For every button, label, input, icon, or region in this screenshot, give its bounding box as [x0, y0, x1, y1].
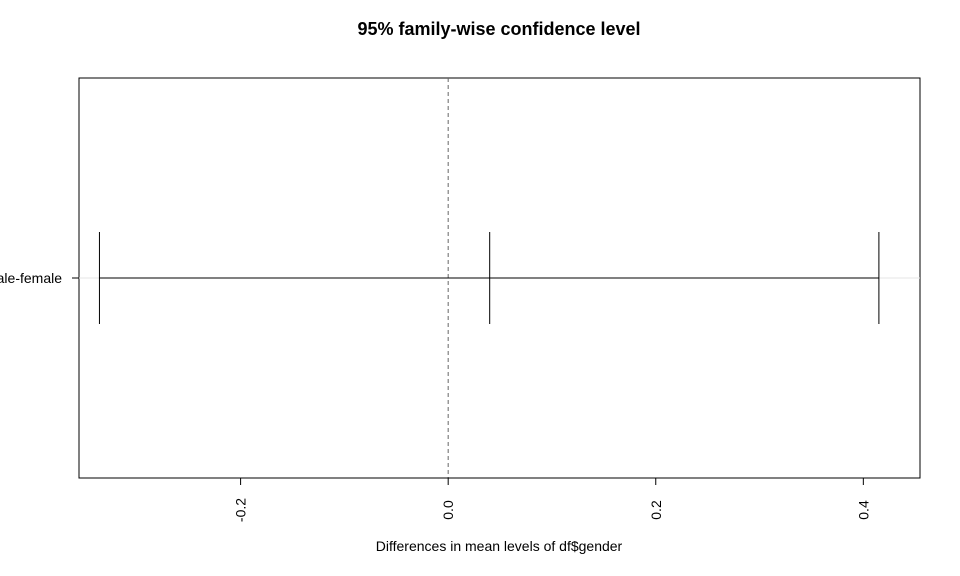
x-axis-label: Differences in mean levels of df$gender [376, 538, 623, 554]
chart-title: 95% family-wise confidence level [357, 19, 640, 39]
x-tick-label: 0.0 [440, 500, 456, 520]
x-tick-label: 0.2 [648, 500, 664, 520]
x-axis-ticks: -0.2 0.0 0.2 0.4 [233, 478, 871, 522]
y-tick-label: male-female [0, 270, 62, 286]
x-tick-label: -0.2 [233, 498, 249, 522]
x-tick-label: 0.4 [855, 500, 871, 520]
chart-marks: male-female [0, 78, 920, 478]
